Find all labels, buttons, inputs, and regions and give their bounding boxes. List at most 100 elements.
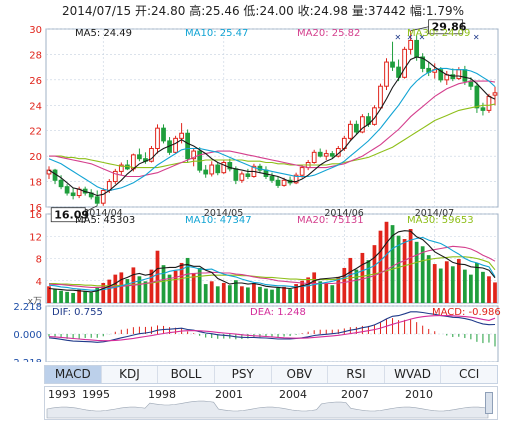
- volume-bar: [227, 285, 232, 303]
- price-candle: [486, 95, 492, 111]
- price-legend-item: MA5: 24.49: [75, 28, 132, 39]
- volume-bar: [270, 289, 274, 303]
- tab-psy[interactable]: PSY: [215, 366, 272, 383]
- volume-bar: [125, 279, 130, 303]
- volume-bar: [149, 269, 154, 303]
- macd-dea-legend: DEA: 1.248: [250, 307, 306, 318]
- volume-bar: [258, 286, 262, 303]
- price-candle: [390, 61, 395, 68]
- event-marker-icon: ✕: [419, 33, 426, 42]
- price-candle: [245, 173, 251, 177]
- price-ma30-line: [49, 103, 496, 169]
- price-candle: [354, 123, 359, 133]
- volume-bar: [426, 255, 431, 303]
- volume-bar: [252, 282, 256, 303]
- macd-dea-line: [48, 315, 496, 342]
- price-candle: [191, 150, 197, 160]
- volume-bar: [402, 239, 407, 303]
- time-navigator[interactable]: 1993 1995 1998 2001 2004 2007 2010: [44, 386, 498, 420]
- navigator-year-label: 1995: [82, 388, 110, 401]
- volume-tick-label: 4: [36, 277, 42, 288]
- volume-legend-item: MA20: 75131: [297, 215, 364, 226]
- price-candle: [281, 179, 287, 186]
- volume-bar: [143, 281, 148, 303]
- volume-tick-label: 16: [29, 210, 42, 221]
- volume-bar: [420, 246, 425, 303]
- price-candle: [275, 179, 281, 186]
- volume-bar: [113, 274, 118, 303]
- volume-bar: [282, 286, 286, 303]
- price-candle: [203, 169, 209, 175]
- tab-obv[interactable]: OBV: [272, 366, 329, 383]
- price-candle: [492, 92, 498, 96]
- price-candle: [347, 123, 353, 139]
- volume-bar: [89, 292, 94, 303]
- price-candle: [396, 66, 401, 78]
- macd-value-legend: MACD: -0.986: [432, 307, 501, 318]
- price-candle: [420, 56, 426, 69]
- price-candle: [221, 162, 227, 174]
- volume-bar: [366, 260, 371, 303]
- price-tick-label: 22: [29, 127, 42, 138]
- tab-kdj[interactable]: KDJ: [102, 366, 159, 383]
- tab-macd[interactable]: MACD: [45, 366, 102, 383]
- price-candle: [299, 167, 305, 176]
- price-tick-label: 26: [29, 76, 42, 87]
- navigator-history-area: [46, 400, 489, 419]
- price-candle: [450, 74, 456, 80]
- price-candle: [474, 85, 480, 109]
- tab-rsi[interactable]: RSI: [328, 366, 385, 383]
- price-candle: [94, 196, 100, 204]
- tab-wvad[interactable]: WVAD: [385, 366, 442, 383]
- price-tick-label: 30: [29, 25, 42, 36]
- volume-bar: [119, 272, 124, 303]
- price-candle: [311, 151, 317, 163]
- date-label: 2014/06: [324, 208, 363, 219]
- volume-bar: [342, 267, 347, 303]
- price-legend-item: MA20: 25.82: [297, 28, 360, 39]
- price-candle: [293, 174, 299, 184]
- navigator-year-label: 2007: [341, 388, 369, 401]
- price-candle: [64, 186, 70, 194]
- tab-cci[interactable]: CCI: [459, 367, 480, 381]
- macd-tick-label: -2.218: [10, 358, 42, 362]
- volume-bar: [155, 250, 160, 303]
- price-candle: [209, 164, 215, 175]
- navigator-year-label: 1998: [148, 388, 176, 401]
- volume-bar: [462, 269, 467, 303]
- high-callout: 29.86: [432, 20, 467, 33]
- price-candle: [456, 69, 462, 80]
- volume-bar: [197, 267, 202, 303]
- price-candle: [118, 164, 124, 172]
- price-candle: [360, 116, 365, 133]
- date-label: 2014/05: [204, 208, 243, 219]
- volume-bar: [173, 270, 178, 303]
- event-marker-icon: ✕: [407, 33, 414, 42]
- stock-chart: 30 28 26 24 22 20 18 16 2014/04 2014/05 2014/06 201…: [10, 19, 501, 362]
- macd-dif-line: [48, 311, 496, 343]
- volume-bar: [161, 265, 166, 303]
- volume-bar: [336, 276, 341, 303]
- high-callout-box: [428, 19, 464, 35]
- volume-bar: [312, 272, 317, 303]
- volume-bar: [276, 287, 280, 303]
- volume-bar: [300, 280, 305, 303]
- volume-bar: [481, 271, 485, 303]
- volume-ma10-line: [48, 236, 496, 291]
- volume-bar: [215, 286, 220, 303]
- navigator-right-handle[interactable]: [485, 392, 493, 414]
- volume-bar: [306, 277, 311, 303]
- price-candle: [137, 154, 142, 160]
- price-ma20-line: [49, 80, 496, 178]
- quote-header: 2014/07/15 开:24.80 高:25.46 低:24.00 收:24.…: [62, 4, 465, 18]
- navigator-year-label: 2004: [279, 388, 307, 401]
- price-candle: [215, 164, 221, 174]
- volume-bar: [101, 282, 106, 303]
- low-callout-box: [50, 207, 86, 223]
- high-callout-line: [410, 26, 429, 32]
- price-candle: [70, 192, 76, 197]
- volume-bar: [264, 288, 268, 303]
- tab-boll[interactable]: BOLL: [158, 366, 215, 383]
- volume-bar: [246, 287, 250, 303]
- navigator-year-label: 2001: [215, 388, 243, 401]
